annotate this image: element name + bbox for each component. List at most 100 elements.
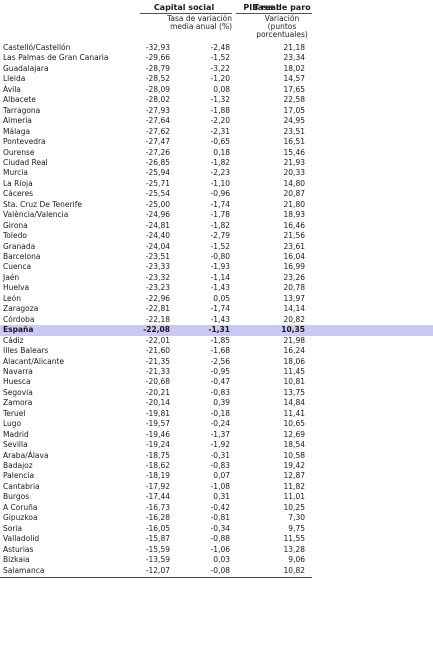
row-capital-value: -28,52 [145,74,170,84]
row-province-name: Sevilla [3,440,28,450]
table-row: León -22,96 0,05 13,97 [0,294,433,304]
header-tasa-paro: Tasa de paro Variación (puntos porcentua… [252,3,312,39]
table-row: Albacete -28,02 -1,32 22,58 [0,95,433,105]
table-row: Zamora -20,14 0,39 14,84 [0,398,433,408]
row-capital-value: -22,81 [145,304,170,314]
row-paro-value: 13,97 [283,293,305,303]
row-pib-value: 0,05 [213,293,230,303]
table-row: Segovia -20,21 -0,83 13,75 [0,388,433,398]
row-paro-value: 16,24 [283,346,305,356]
row-capital-value: -25,54 [145,189,170,199]
table-row: Málaga -27,62 -2,31 23,51 [0,127,433,137]
row-paro-value: 21,18 [283,43,305,52]
row-paro-value: 20,87 [283,189,305,199]
table-row: Madrid -19,46 -1,37 12,69 [0,430,433,440]
row-capital-value: -17,92 [145,481,170,491]
row-paro-value: 14,14 [283,304,305,314]
row-paro-value: 14,80 [283,178,305,188]
row-capital-value: -24,04 [145,241,170,251]
row-pib-value: -1,37 [210,429,230,439]
header-pib-real: PIB real [241,3,281,13]
row-province-name: Ciudad Real [3,157,48,167]
table-row: Ciudad Real -26,85 -1,82 21,93 [0,158,433,168]
row-province-name: Cantabria [3,481,40,491]
row-capital-value: -28,02 [145,95,170,105]
table-row: Ourense -27,26 0,18 15,46 [0,148,433,158]
row-capital-value: -27,64 [145,116,170,126]
table-row: Badajoz -18,62 -0,83 19,42 [0,461,433,471]
row-paro-value: 14,57 [283,74,305,84]
row-paro-value: 21,93 [283,157,305,167]
table-bottom-rule [0,576,312,578]
row-pib-value: -1,06 [210,544,230,554]
header-capital-social: Capital social Tasa de variación media a… [136,3,232,31]
row-province-name: León [3,293,22,303]
row-province-name: Bizkaia [3,555,30,565]
row-pib-value: -0,81 [210,513,230,523]
row-paro-value: 16,04 [283,252,305,261]
header-paro-title: Tasa de paro [253,3,311,12]
row-province-name: Ávila [3,84,21,94]
table-row: Palencia -18,19 0,07 12,87 [0,471,433,481]
row-province-name: Segovia [3,387,33,397]
table-row: Toledo -24,40 -2,79 21,56 [0,231,433,241]
row-pib-value: -0,42 [210,502,230,512]
row-capital-value: -12,07 [145,565,170,575]
row-paro-value: 11,82 [283,481,305,491]
row-province-name: Barcelona [3,252,41,261]
row-capital-value: -27,62 [145,126,170,136]
row-paro-value: 24,95 [283,116,305,126]
header-rule-paro [256,13,312,14]
row-pib-value: -1,43 [210,283,230,293]
row-paro-value: 11,45 [283,366,305,376]
row-pib-value: -1,43 [210,314,230,324]
table-row: Soria -16,05 -0,34 9,75 [0,524,433,534]
table-row: València/Valencia -24,96 -1,78 18,93 [0,210,433,220]
header-pib-title: PIB real [243,3,279,12]
row-pib-value: -1,08 [210,481,230,491]
row-province-name: Guadalajara [3,63,49,73]
row-province-name: Burgos [3,492,30,502]
table-row: Barcelona -23,51 -0,80 16,04 [0,252,433,262]
row-province-name: Málaga [3,126,31,136]
table-row: Asturias -15,59 -1,06 13,28 [0,545,433,555]
row-pib-value: -1,10 [210,178,230,188]
row-province-name: Illes Balears [3,346,49,356]
row-province-name: A Coruña [3,502,38,512]
row-province-name: Soria [3,523,23,533]
table-row: Zaragoza -22,81 -1,74 14,14 [0,304,433,314]
row-pib-value: -3,22 [210,63,230,73]
row-paro-value: 23,26 [283,272,305,282]
row-paro-value: 14,84 [283,398,305,408]
row-province-name: Huesca [3,377,31,387]
row-capital-value: -22,18 [145,314,170,324]
row-paro-value: 13,28 [283,544,305,554]
row-capital-value: -21,60 [145,346,170,356]
row-pib-value: 0,07 [213,471,230,481]
table-row: Lleida -28,52 -1,20 14,57 [0,74,433,84]
row-pib-value: 0,18 [213,147,230,157]
table-row: Gipuzkoa -16,28 -0,81 7,30 [0,513,433,523]
row-paro-value: 10,82 [283,565,305,575]
row-pib-value: -0,18 [210,408,230,418]
row-capital-value: -19,81 [145,408,170,418]
row-paro-value: 21,98 [283,335,305,345]
row-province-name: Cáceres [3,189,34,199]
table-row: Tarragona -27,93 -1,88 17,05 [0,106,433,116]
row-paro-value: 21,80 [283,199,305,209]
table-row: Burgos -17,44 0,31 11,01 [0,492,433,502]
header-capital-subtitle: Tasa de variación media anual (%) [167,14,232,31]
row-capital-value: -19,46 [145,429,170,439]
row-province-name: Granada [3,241,36,251]
table-row: Córdoba -22,18 -1,43 20,82 [0,315,433,325]
row-province-name: Badajoz [3,461,33,470]
row-pib-value: -2,20 [210,116,230,126]
row-paro-value: 11,41 [283,408,305,418]
row-capital-value: -25,94 [145,168,170,178]
row-paro-value: 16,51 [283,137,305,147]
row-capital-value: -28,09 [145,84,170,94]
row-pib-value: 0,31 [213,492,230,502]
table-row: Navarra -21,33 -0,95 11,45 [0,367,433,377]
row-province-name: Asturias [3,544,34,554]
row-pib-value: -0,80 [210,252,230,261]
